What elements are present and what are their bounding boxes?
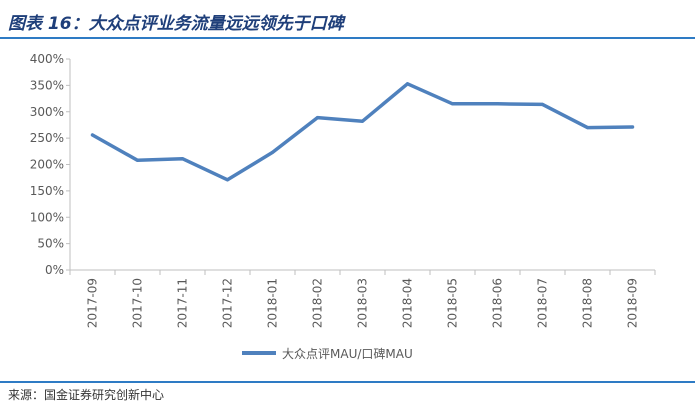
- y-tick-label: 400%: [30, 52, 64, 66]
- line-chart: 0% 50% 100% 150% 200% 250% 300% 350% 400% 2017-0…: [30, 52, 656, 328]
- source-note: 来源：国金证券研究创新中心: [8, 388, 165, 402]
- y-tick-label: 100%: [30, 210, 64, 224]
- data-point: [451, 102, 454, 106]
- y-tick-label: 0%: [45, 263, 64, 277]
- source-divider: [0, 381, 695, 383]
- x-tick-label: 2018-08: [581, 278, 595, 328]
- x-tick-label: 2017-10: [131, 278, 145, 328]
- y-tick-label: 350%: [30, 78, 64, 92]
- x-tick-label: 2018-03: [356, 278, 370, 328]
- data-point: [316, 116, 319, 120]
- y-tick-label: 250%: [30, 131, 64, 145]
- data-point: [91, 133, 94, 137]
- data-point: [181, 157, 184, 161]
- x-tick-label: 2018-07: [536, 278, 550, 328]
- data-point: [226, 178, 229, 182]
- x-tick-label: 2018-04: [401, 278, 415, 328]
- data-point: [631, 125, 634, 129]
- data-point: [406, 82, 409, 86]
- data-point: [271, 150, 274, 154]
- x-tick-label: 2017-11: [176, 278, 190, 328]
- x-tick-label: 2018-01: [266, 278, 280, 328]
- x-axis: 2017-09 2017-10 2017-11 2017-12 2018-01 2018-…: [69, 269, 656, 328]
- data-point: [496, 102, 499, 106]
- x-tick-label: 2017-12: [221, 278, 235, 328]
- data-point: [541, 102, 544, 106]
- figure-header: 图表 16：大众点评业务流量远远领先于口碑: [0, 0, 695, 40]
- title-divider: [0, 37, 695, 39]
- series-line: [90, 82, 635, 182]
- legend: 大众点评MAU/口碑MAU: [242, 343, 413, 363]
- x-tick-label: 2018-09: [626, 278, 640, 328]
- y-tick-label: 300%: [30, 105, 64, 119]
- y-axis: 0% 50% 100% 150% 200% 250% 300% 350% 400%: [30, 52, 71, 277]
- legend-label: 大众点评MAU/口碑MAU: [282, 346, 413, 361]
- x-tick-label: 2018-02: [311, 278, 325, 328]
- x-tick-label: 2018-05: [446, 278, 460, 328]
- series-layer: [90, 82, 635, 182]
- legend-swatch: [242, 351, 276, 355]
- y-tick-label: 150%: [30, 184, 64, 198]
- y-tick-label: 200%: [30, 158, 64, 172]
- x-tick-label: 2017-09: [86, 278, 100, 328]
- figure-title: 图表 16：大众点评业务流量远远领先于口碑: [8, 14, 344, 34]
- data-point: [586, 126, 589, 130]
- x-tick-label: 2018-06: [491, 278, 505, 328]
- data-point: [136, 158, 139, 162]
- y-tick-label: 50%: [37, 237, 64, 251]
- data-point: [361, 119, 364, 123]
